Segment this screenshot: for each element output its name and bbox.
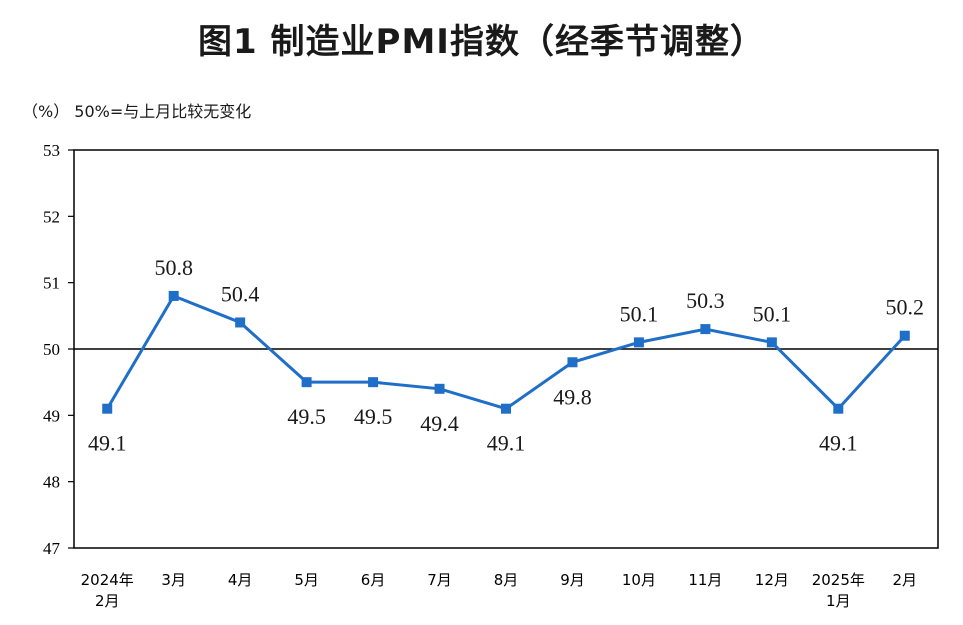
data-point-marker (168, 290, 179, 301)
x-tick-label: 2025年 (812, 571, 865, 589)
data-label: 50.3 (686, 288, 725, 313)
data-label: 49.4 (420, 411, 459, 436)
pmi-markers (102, 290, 910, 414)
x-tick-label: 9月 (560, 571, 585, 589)
y-tick-label: 50 (43, 340, 60, 359)
data-label: 49.1 (487, 431, 526, 456)
y-axis-ticks: 47 48 49 50 51 52 53 (43, 141, 74, 558)
x-tick-label: 10月 (622, 571, 656, 589)
data-point-marker (102, 403, 113, 414)
x-tick-label: 11月 (688, 571, 722, 589)
data-point-marker (567, 357, 578, 368)
data-label: 50.4 (221, 281, 260, 306)
data-point-marker (368, 377, 379, 388)
y-tick-label: 47 (43, 539, 61, 558)
x-tick-label: 1月 (826, 592, 851, 610)
data-point-marker (899, 330, 910, 341)
data-point-marker (301, 377, 312, 388)
x-axis-ticks: 2024年 2月 3月 4月 5月 6月 7月 8月 9月 10月 11月 12月 2025年 1月 2月 (81, 571, 917, 610)
data-point-marker (700, 324, 711, 335)
x-tick-label: 2月 (892, 571, 917, 589)
y-tick-label: 53 (43, 141, 60, 160)
x-tick-label: 3月 (161, 571, 186, 589)
data-label: 50.8 (154, 255, 193, 280)
y-tick-label: 48 (43, 473, 60, 492)
pmi-data-labels: 49.1 50.8 50.4 49.5 49.5 49.4 49.1 49.8 50.1 50.3… (88, 255, 924, 456)
data-label: 49.1 (819, 431, 858, 456)
x-tick-label: 2月 (95, 592, 120, 610)
x-tick-label: 5月 (294, 571, 319, 589)
data-label: 50.2 (886, 295, 925, 320)
y-tick-label: 52 (43, 207, 60, 226)
data-label: 49.8 (553, 384, 592, 409)
data-label: 49.5 (287, 404, 326, 429)
data-point-marker (766, 337, 777, 348)
data-point-marker (235, 317, 246, 328)
data-point-marker (501, 403, 511, 414)
x-tick-label: 2024年 (81, 571, 134, 589)
chart-title: 图1 制造业PMI指数（经季节调整） (198, 22, 765, 62)
data-label: 49.1 (88, 431, 127, 456)
data-label: 50.1 (620, 301, 659, 326)
unit-note: （%） 50%=与上月比较无变化 (22, 102, 252, 121)
x-tick-label: 4月 (228, 571, 253, 589)
y-tick-label: 51 (43, 274, 60, 293)
data-point-marker (434, 383, 445, 394)
x-tick-label: 6月 (361, 571, 386, 589)
x-tick-label: 12月 (755, 571, 789, 589)
data-point-marker (633, 337, 644, 348)
y-tick-label: 49 (43, 406, 60, 425)
x-tick-label: 8月 (494, 571, 519, 589)
x-tick-label: 7月 (427, 571, 452, 589)
data-label: 49.5 (354, 404, 393, 429)
data-point-marker (833, 403, 844, 414)
data-label: 50.1 (753, 301, 792, 326)
